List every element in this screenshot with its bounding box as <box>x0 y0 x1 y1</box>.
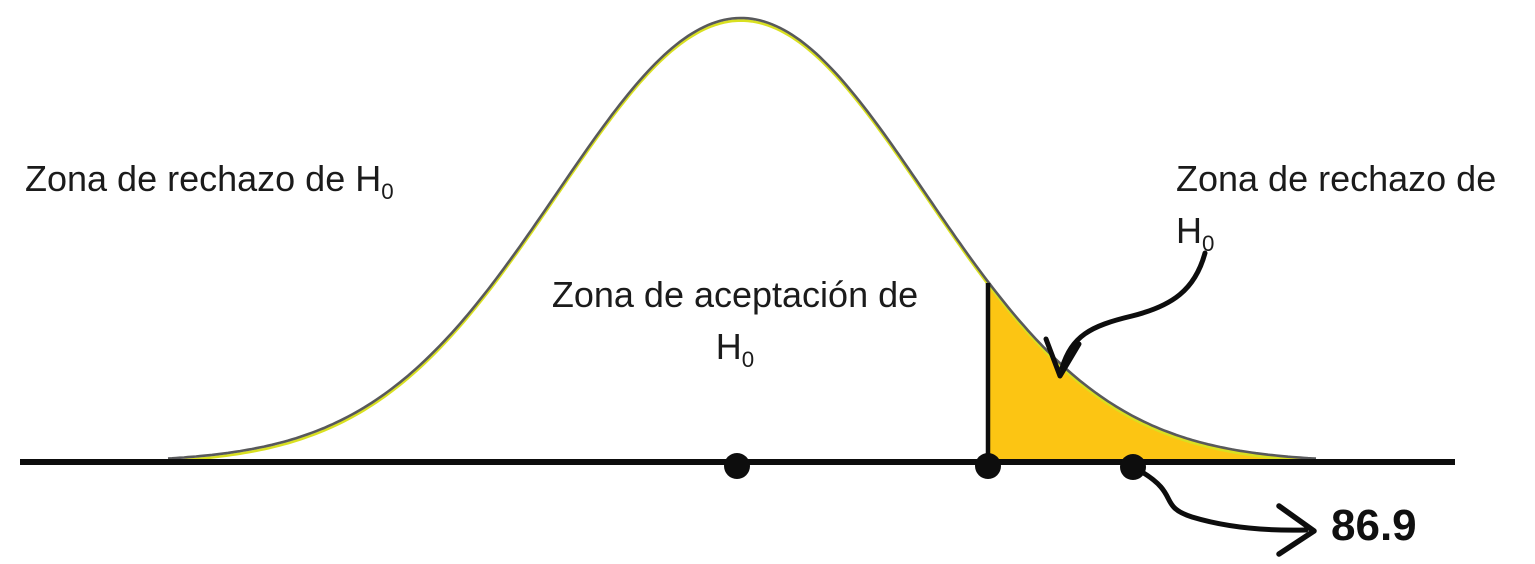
label-right-rejection-zone-line2: H0 <box>1176 210 1215 257</box>
label-acceptance-zone-line2: H0 <box>715 326 755 373</box>
mean-dot <box>724 453 750 479</box>
arrow-to-rejection-tail <box>1059 250 1208 371</box>
label-left-rejection-zone-sub: 0 <box>381 179 394 205</box>
label-acceptance-zone-line1: Zona de aceptación de <box>551 274 919 315</box>
bell-curve <box>167 16 1317 460</box>
arrowhead-rejection-tail-icon <box>1043 336 1082 379</box>
observed-value-dot <box>1120 454 1146 480</box>
label-right-rejection-zone-line1: Zona de rechazo de <box>1176 158 1497 199</box>
bell-curve-edge <box>167 19 1317 463</box>
observed-value-label: 86.9 <box>1331 501 1417 550</box>
label-left-rejection-zone: Zona de rechazo de H0 <box>25 153 394 205</box>
label-left-rejection-zone-text: Zona de rechazo de H <box>25 158 382 199</box>
rejection-tail-fill <box>988 281 1316 462</box>
label-right-rejection-zone: Zona de rechazo de H0 <box>1176 153 1496 257</box>
critical-value-dot <box>975 453 1001 479</box>
arrowhead-observed-value-icon <box>1276 503 1317 557</box>
label-acceptance-zone: Zona de aceptación de H0 <box>460 269 1010 373</box>
arrow-to-observed-value <box>1139 469 1309 533</box>
